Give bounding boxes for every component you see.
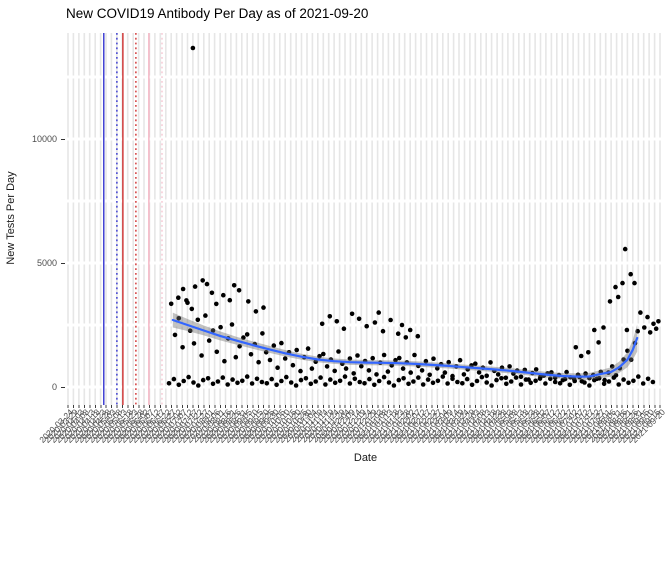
y-tick-mark [61,263,65,264]
x-axis-ticks [66,405,665,408]
x-axis-title: Date [353,452,378,464]
y-tick-label: 10000 [31,134,57,144]
y-tick-mark [61,387,65,388]
y-axis-title: New Tests Per Day [5,171,17,265]
y-tick-label: 0 [51,382,57,392]
covid-antibody-chart: New COVID19 Antibody Per Day as of 2021-… [5,6,667,464]
chart-title: New COVID19 Antibody Per Day as of 2021-… [66,6,369,21]
plot-panel [66,33,665,405]
y-tick-label: 5000 [36,258,57,268]
y-tick-mark [61,139,65,140]
